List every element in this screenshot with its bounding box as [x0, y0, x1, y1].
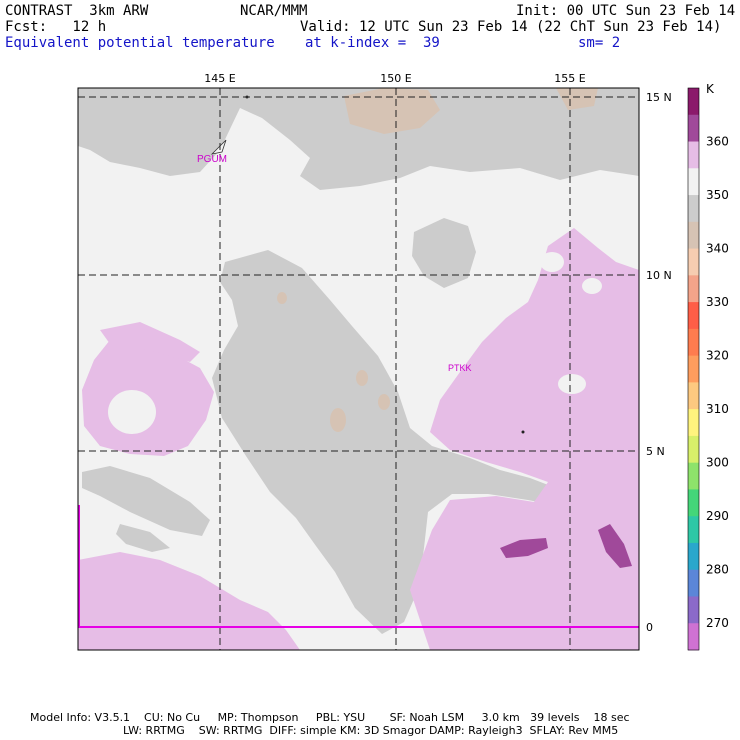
field-340-central-c — [378, 394, 390, 410]
colorbar-swatch — [688, 302, 699, 330]
field-340-central-d — [277, 292, 287, 304]
field-340-central-b — [356, 370, 368, 386]
field-360-hole-east-b — [558, 374, 586, 394]
field-name: Equivalent potential temperature — [5, 35, 275, 51]
field-370-east — [410, 228, 639, 650]
colorbar-swatch — [688, 221, 699, 249]
colorbar-swatch — [688, 516, 699, 544]
lat-label-15n: 15 N — [646, 91, 672, 104]
colorbar-label: 340 — [706, 242, 729, 256]
colorbar-label: 310 — [706, 402, 729, 416]
field-360-hole-west — [108, 390, 156, 434]
colorbar-label: 300 — [706, 456, 729, 470]
shaded-field — [78, 88, 639, 650]
colorbar-swatch — [688, 88, 699, 116]
lon-label-150: 150 E — [380, 72, 411, 85]
colorbar — [687, 87, 700, 651]
map-frame — [77, 87, 640, 651]
colorbar-swatch — [688, 382, 699, 410]
field-350-southwest — [116, 524, 170, 552]
lon-label-145: 145 E — [204, 72, 235, 85]
colorbar-label: 350 — [706, 188, 729, 202]
colorbar-swatch — [688, 462, 699, 490]
field-380-southeast-b — [500, 538, 548, 558]
colorbar-labels: 270 280 290 300 310 320 330 340 350 360 — [706, 135, 729, 631]
field-350-north — [78, 88, 639, 190]
model-info-line2: LW: RRTMG SW: RRTMG DIFF: simple KM: 3D … — [123, 724, 619, 737]
colorbar-label: 360 — [706, 135, 729, 149]
colorbar-swatch — [688, 489, 699, 517]
colorbar-swatch — [688, 355, 699, 383]
valid-time: Valid: 12 UTC Sun 23 Feb 14 (22 ChT Sun … — [300, 19, 722, 35]
coastline-islet-east — [521, 430, 525, 434]
field-370-west-strip — [100, 322, 200, 362]
colorbar-outline — [687, 87, 700, 651]
model-title: CONTRAST 3km ARW — [5, 3, 149, 19]
field-360-hole-east-c — [582, 278, 602, 294]
field-380-southeast-a — [598, 524, 632, 568]
lon-label-155: 155 E — [554, 72, 585, 85]
level-info: at k-index = 39 — [305, 35, 440, 51]
smoothing-info: sm= 2 — [578, 35, 621, 51]
model-info-line1: Model Info: V3.5.1 CU: No Cu MP: Thompso… — [30, 711, 630, 724]
field-340-north — [344, 88, 440, 134]
colorbar-label: 330 — [706, 295, 729, 309]
lat-label-5n: 5 N — [646, 445, 665, 458]
domain-boundary — [78, 505, 639, 628]
organization: NCAR/MMM — [240, 3, 308, 19]
field-350-west-band — [82, 466, 210, 536]
init-time: Init: 00 UTC Sun 23 Feb 14 — [516, 3, 736, 19]
colorbar-swatch — [688, 409, 699, 437]
field-350-hole-east-a — [540, 252, 564, 272]
colorbar-swatch — [688, 542, 699, 571]
colorbar-label: 280 — [706, 563, 729, 577]
colorbar-label: 290 — [706, 509, 729, 523]
colorbar-swatch — [688, 114, 699, 142]
colorbar-unit: K — [706, 82, 715, 96]
colorbar-swatch — [688, 195, 699, 223]
station-label-ptkk: PTKK — [448, 363, 472, 373]
station-label-pgum: PGUM — [197, 154, 227, 165]
coastline-guam — [210, 139, 227, 155]
colorbar-swatch — [688, 168, 699, 196]
field-350-central — [212, 250, 558, 634]
colorbar-swatch — [688, 596, 699, 624]
lat-label-10n: 10 N — [646, 269, 672, 282]
forecast-hour: Fcst: 12 h — [5, 19, 107, 35]
colorbar-swatch — [688, 248, 699, 276]
field-350-island — [412, 218, 476, 288]
colorbar-swatch — [688, 275, 699, 303]
colorbar-swatch — [688, 569, 699, 597]
colorbar-label: 320 — [706, 349, 729, 363]
colorbar-swatch — [688, 623, 699, 651]
field-340-northeast — [556, 88, 598, 110]
map-panel: PGUM PTKK 145 E 150 E 155 E 15 N 10 N 5 … — [77, 72, 729, 651]
colorbar-label: 270 — [706, 616, 729, 630]
colorbar-swatch — [688, 328, 699, 357]
lat-label-eq: 0 — [646, 621, 653, 634]
colorbar-swatch — [688, 435, 699, 464]
colorbar-swatch — [688, 141, 699, 169]
field-340-central-a — [330, 408, 346, 432]
field-370-south-west — [78, 552, 300, 650]
